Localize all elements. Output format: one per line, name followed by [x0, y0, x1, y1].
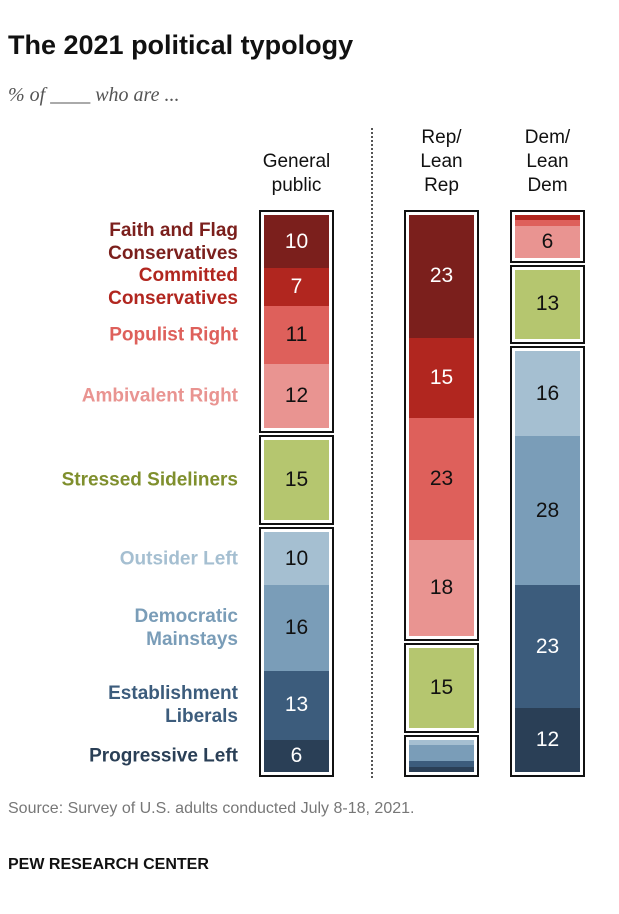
bar-segment: 13	[515, 269, 580, 339]
data-label: 11	[285, 322, 308, 346]
brand-logo: PEW RESEARCH CENTER	[8, 856, 209, 873]
group-box: 13	[510, 264, 585, 344]
group-box: 16 28 23 12	[510, 345, 585, 777]
data-label: 18	[429, 576, 454, 600]
bar-segment: 16	[264, 585, 329, 671]
bar-segment: 23	[409, 417, 474, 541]
data-label: 15	[429, 365, 454, 389]
category-label: Stressed Sideliners	[61, 469, 238, 491]
group-box: 10 7 11 12	[259, 210, 334, 434]
data-label: 12	[535, 728, 560, 751]
data-label: 10	[284, 229, 309, 253]
category-label: Ambivalent Right	[81, 385, 238, 407]
category-label: Establishment Liberals	[108, 683, 238, 728]
data-label: 10	[284, 546, 309, 570]
bar-segment: 23	[515, 585, 580, 709]
chart-title: The 2021 political typology	[8, 30, 354, 60]
bar-segment: 28	[515, 436, 580, 586]
category-label: Committed Conservatives	[108, 264, 238, 309]
bar-segment: 23	[409, 215, 474, 338]
data-label: 23	[429, 264, 454, 288]
bar-segment	[409, 761, 474, 767]
bar-segment: 6	[264, 740, 329, 772]
source-note: Source: Survey of U.S. adults conducted …	[8, 800, 415, 817]
column-header: Rep/ Lean Rep	[420, 127, 463, 196]
data-label: 7	[290, 274, 303, 298]
group-box: 10 16 13 6	[259, 527, 334, 777]
category-label: Progressive Left	[89, 745, 238, 767]
bar-segment	[515, 215, 580, 221]
group-box: 6	[510, 210, 585, 263]
data-label: 6	[541, 229, 554, 253]
column-header: General public	[262, 151, 331, 196]
data-label: 15	[429, 676, 454, 700]
bar-segment: 12	[264, 364, 329, 429]
bar-segment: 13	[264, 670, 329, 740]
data-label: 28	[535, 498, 560, 522]
data-label: 12	[284, 384, 309, 408]
group-box: 15	[259, 435, 334, 526]
data-label: 13	[284, 693, 309, 717]
bar-segment: 7	[264, 268, 329, 306]
data-label: 16	[535, 381, 560, 405]
data-label: 13	[535, 292, 560, 316]
data-label: 6	[290, 743, 303, 767]
bar-segment: 15	[409, 648, 474, 728]
group-box	[404, 735, 479, 777]
bar-segment	[515, 220, 580, 226]
category-label: Faith and Flag Conservatives	[108, 219, 238, 264]
category-label: Populist Right	[109, 324, 238, 346]
data-label: 15	[284, 468, 309, 492]
data-label: 16	[284, 616, 309, 640]
category-label: Outsider Left	[119, 548, 238, 570]
bar-segment	[409, 745, 474, 762]
bar-segment: 10	[264, 215, 329, 269]
chart-subtitle: % of ____ who are ...	[8, 84, 180, 106]
data-label: 23	[535, 634, 560, 658]
group-box: 23 15 23 18	[404, 210, 479, 642]
bar-segment: 6	[515, 225, 580, 258]
bar-segment: 15	[409, 337, 474, 418]
category-label: Democratic Mainstays	[134, 606, 239, 651]
bar-segment	[409, 766, 474, 772]
column-header: Dem/ Lean Dem	[524, 127, 571, 196]
bar-segment: 18	[409, 540, 474, 637]
group-box: 15	[404, 643, 479, 733]
bar-segment: 15	[264, 440, 329, 521]
divider	[371, 128, 373, 778]
data-label: 23	[429, 466, 454, 490]
bar-segment: 16	[515, 350, 580, 437]
bar-segment: 11	[264, 305, 329, 365]
bar-segment: 12	[515, 708, 580, 772]
bar-segment: 10	[264, 532, 329, 586]
bar-segment	[409, 740, 474, 746]
